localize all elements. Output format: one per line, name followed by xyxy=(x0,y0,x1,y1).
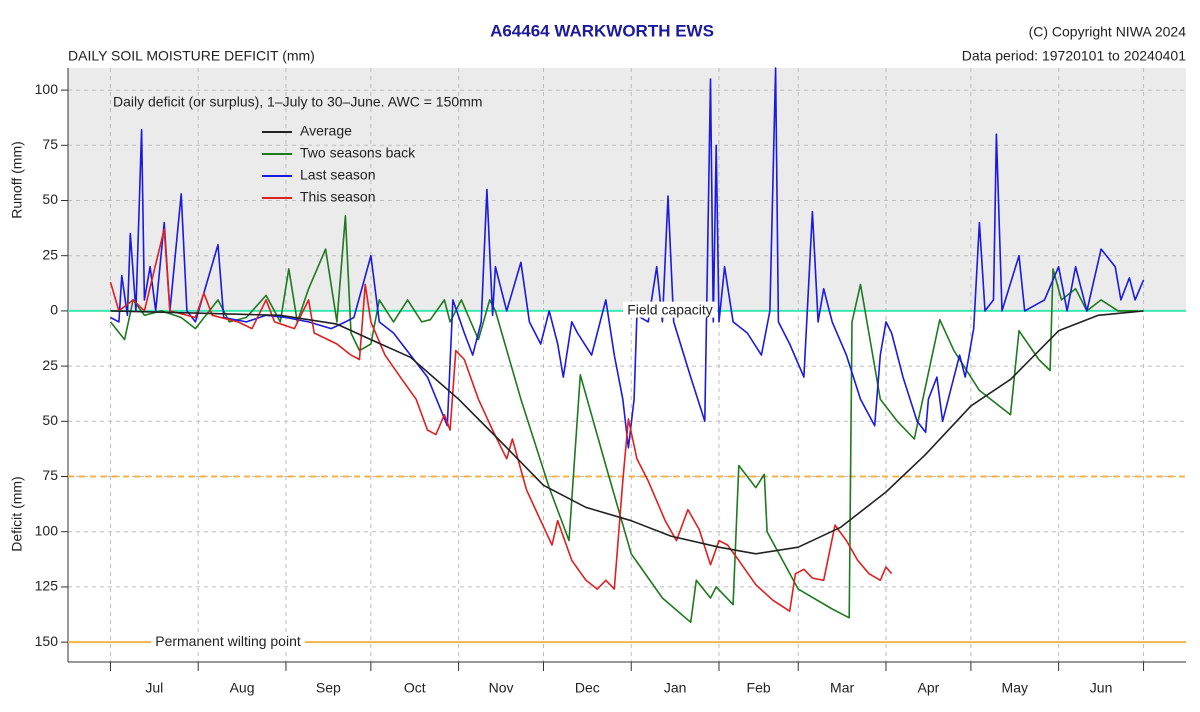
label-background xyxy=(151,632,305,649)
series-line xyxy=(109,228,893,612)
y-tick-label: 50 xyxy=(42,191,58,207)
x-tick-label: Feb xyxy=(747,680,771,696)
x-tick-label: Jun xyxy=(1090,680,1113,696)
y-axis-label: Deficit (mm) xyxy=(9,476,25,551)
y-tick-label: 150 xyxy=(35,633,59,649)
chart-title: A64464 WARKWORTH EWS xyxy=(490,21,714,40)
y-tick-label: 25 xyxy=(42,246,58,262)
x-tick-label: Mar xyxy=(830,680,854,696)
x-tick-label: Nov xyxy=(489,680,514,696)
legend-label: Two seasons back xyxy=(300,145,416,161)
copyright: (C) Copyright NIWA 2024 xyxy=(1029,24,1187,40)
x-tick-label: Sep xyxy=(316,680,341,696)
y-tick-label: 75 xyxy=(42,136,58,152)
y-tick-label: 100 xyxy=(35,81,59,97)
label-background xyxy=(623,301,717,318)
x-tick-label: Jul xyxy=(145,680,163,696)
surplus-background xyxy=(68,68,1186,311)
x-tick-label: Dec xyxy=(575,680,600,696)
y-tick-label: 100 xyxy=(35,522,59,538)
data-period: Data period: 19720101 to 20240401 xyxy=(962,48,1186,64)
y-tick-label: 25 xyxy=(42,357,58,373)
x-tick-label: Apr xyxy=(918,680,940,696)
y-tick-label: 50 xyxy=(42,412,58,428)
y-tick-label: 125 xyxy=(35,578,59,594)
y-axis-label: Runoff (mm) xyxy=(9,141,25,219)
subtitle: DAILY SOIL MOISTURE DEFICIT (mm) xyxy=(68,48,315,64)
legend-label: Last season xyxy=(300,167,376,183)
y-tick-label: 75 xyxy=(42,467,58,483)
legend-label: This season xyxy=(300,189,375,205)
y-tick-label: 0 xyxy=(50,302,58,318)
x-tick-label: Aug xyxy=(230,680,255,696)
legend-label: Average xyxy=(300,123,352,139)
note: Daily deficit (or surplus), 1–July to 30… xyxy=(113,94,482,110)
x-tick-label: Oct xyxy=(404,680,426,696)
reference-label: Field capacity xyxy=(627,302,713,318)
series-line xyxy=(110,310,1144,555)
x-tick-label: May xyxy=(1002,680,1028,696)
reference-label: Permanent wilting point xyxy=(155,633,301,649)
x-tick-label: Jan xyxy=(664,680,687,696)
